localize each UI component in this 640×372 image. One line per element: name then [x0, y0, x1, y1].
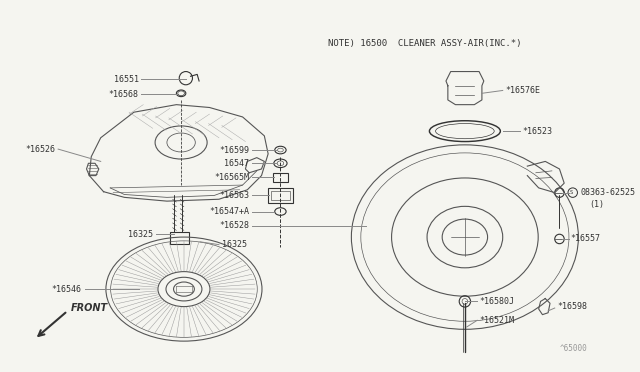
Text: S: S: [569, 190, 572, 195]
Text: 16551: 16551: [113, 75, 138, 84]
Text: *16523: *16523: [523, 126, 552, 136]
Text: FRONT: FRONT: [70, 303, 108, 313]
Text: *16580J: *16580J: [479, 297, 514, 306]
Text: *16528: *16528: [220, 221, 249, 230]
Text: NOTE) 16500  CLEANER ASSY-AIR(INC.*): NOTE) 16500 CLEANER ASSY-AIR(INC.*): [328, 39, 521, 48]
Text: *16557: *16557: [571, 234, 601, 243]
Text: 08363-62525: 08363-62525: [580, 188, 636, 197]
Text: *16521M: *16521M: [479, 316, 514, 325]
Text: 16547: 16547: [224, 159, 249, 168]
Text: *16563: *16563: [220, 191, 249, 200]
Text: *16546: *16546: [52, 285, 82, 294]
Text: *16547+A: *16547+A: [209, 207, 249, 216]
Text: *16526: *16526: [26, 145, 55, 154]
Text: *16568: *16568: [109, 90, 138, 99]
Text: *16599: *16599: [220, 145, 249, 154]
Text: (1): (1): [589, 201, 605, 209]
Text: 16325: 16325: [222, 240, 247, 249]
Text: 16325: 16325: [128, 230, 153, 239]
Text: *16565M: *16565M: [214, 173, 249, 182]
Text: *16598: *16598: [557, 302, 588, 311]
Text: ^65000: ^65000: [559, 344, 588, 353]
Text: *16576E: *16576E: [506, 86, 541, 95]
